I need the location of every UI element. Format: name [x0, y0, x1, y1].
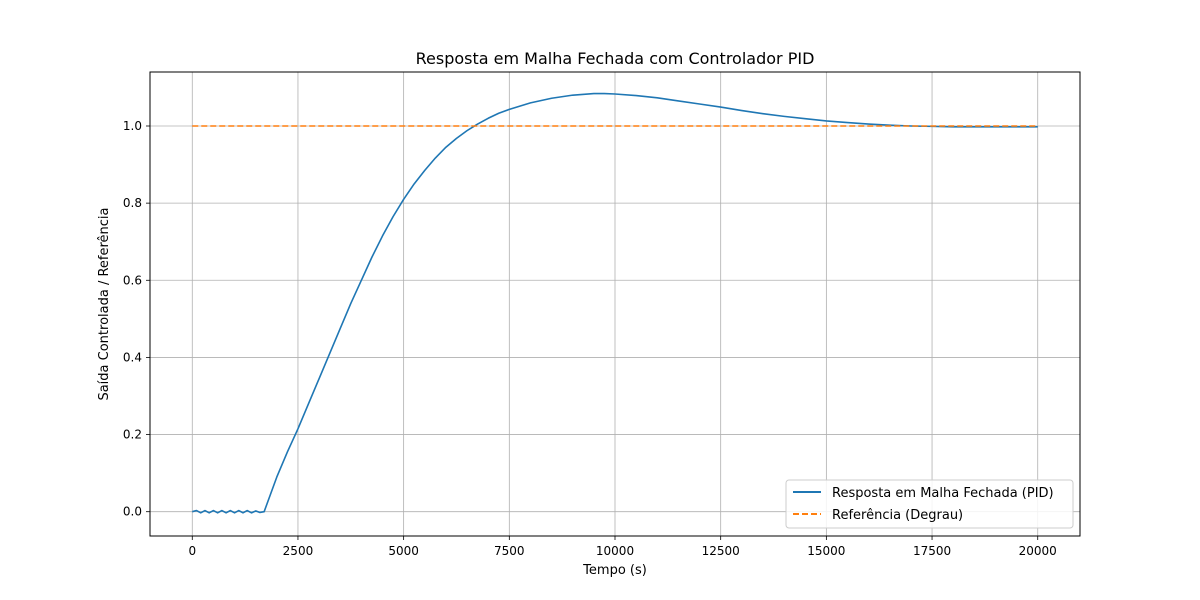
legend-box: [785, 479, 1074, 529]
chart-title: Resposta em Malha Fechada com Controlado…: [416, 49, 815, 68]
legend-label-resposta: Resposta em Malha Fechada (PID): [832, 486, 1054, 501]
x-tick-label: 12500: [702, 544, 740, 558]
x-tick-label: 20000: [1019, 544, 1057, 558]
series-line-resposta: [192, 92, 1038, 514]
y-tick-label: 0.8: [123, 196, 142, 210]
y-tick-label: 0.4: [123, 350, 142, 364]
y-axis-label: Saída Controlada / Referência: [97, 207, 112, 400]
x-tick-label: 2500: [283, 544, 314, 558]
y-tick-label: 0.0: [123, 505, 142, 519]
x-tick-label: 0: [188, 544, 196, 558]
y-tick-label: 0.6: [123, 273, 142, 287]
x-axis-label: Tempo (s): [582, 563, 647, 578]
ticks: 0 2500 5000 7500 10000 12500 15000 17500 20000 0.…: [123, 119, 1057, 558]
y-tick-label: 1.0: [123, 119, 142, 133]
x-tick-label: 10000: [596, 544, 634, 558]
legend: Resposta em Malha Fechada (PID) Referênc…: [785, 479, 1074, 529]
x-tick-label: 15000: [807, 544, 845, 558]
x-tick-label: 7500: [494, 544, 525, 558]
y-tick-label: 0.2: [123, 428, 142, 442]
plot-series: [192, 92, 1038, 514]
legend-label-referencia: Referência (Degrau): [832, 508, 963, 523]
x-tick-label: 17500: [913, 544, 951, 558]
x-tick-label: 5000: [388, 544, 419, 558]
